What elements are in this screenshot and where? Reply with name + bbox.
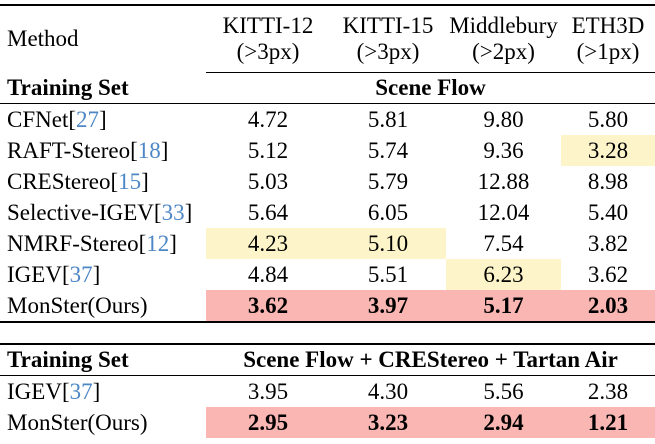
metric-cell: 2.38 — [587, 378, 629, 404]
table-row: NMRF-Stereo[12] 4.23 5.10 7.54 3.82 — [0, 228, 655, 259]
metric-cell: 5.56 — [483, 378, 524, 404]
threshold-middlebury: (>2px) — [446, 39, 561, 73]
metric-cell: 3.97 — [330, 290, 446, 322]
method-name-text: IGEV — [7, 378, 62, 404]
metric-cell: 7.54 — [483, 230, 524, 256]
training-set-row: Training Set Scene Flow + CREStereo + Tar… — [0, 344, 655, 376]
metric-cell: 2.03 — [561, 290, 655, 322]
training-set-label: Training Set — [0, 72, 206, 104]
method-name: CFNet[27] — [7, 106, 107, 132]
method-name: IGEV[37] — [7, 261, 101, 287]
section-gap — [0, 321, 655, 345]
citation-link[interactable]: 37 — [69, 378, 93, 404]
metric-cell: 4.23 — [206, 228, 330, 259]
column-header-kitti12: KITTI-12 — [222, 13, 314, 38]
metric-cell: 3.95 — [247, 378, 289, 404]
metric-cell: 2.94 — [446, 407, 561, 438]
column-header-eth3d: ETH3D — [571, 13, 645, 38]
training-set-row: Training Set Scene Flow — [0, 72, 655, 104]
method-name: Selective-IGEV[33] — [7, 199, 193, 225]
metric-cell: 3.82 — [587, 230, 629, 256]
table-row: CFNet[27] 4.72 5.81 9.80 5.80 — [0, 104, 655, 136]
metric-cell: 6.05 — [367, 199, 409, 225]
section-gap-cell — [0, 321, 655, 345]
citation-link[interactable]: 37 — [69, 261, 93, 287]
table-body: Method KITTI-12 KITTI-15 Middlebury ETH3… — [0, 5, 655, 438]
method-name-text: Selective-IGEV — [7, 199, 154, 225]
column-header-row-1: Method KITTI-12 KITTI-15 Middlebury ETH3… — [0, 5, 655, 51]
threshold-kitti15: (>3px) — [330, 39, 446, 73]
method-name: MonSter(Ours) — [0, 407, 206, 438]
metric-cell: 5.79 — [367, 168, 409, 194]
table-row: RAFT-Stereo[18] 5.12 5.74 9.36 3.28 — [0, 135, 655, 166]
training-set-label: Training Set — [0, 344, 206, 376]
metric-cell: 1.21 — [561, 407, 655, 438]
column-header-row-2: (>3px) (>3px) (>2px) (>1px) — [0, 39, 655, 73]
metric-cell: 5.03 — [247, 168, 289, 194]
method-name-text: MonSter(Ours) — [7, 292, 148, 318]
metric-cell: 5.81 — [367, 106, 409, 132]
metric-cell: 5.17 — [446, 290, 561, 322]
metric-cell: 9.80 — [483, 106, 524, 132]
method-name: RAFT-Stereo[18] — [7, 137, 169, 163]
benchmark-results-table: Method KITTI-12 KITTI-15 Middlebury ETH3… — [0, 4, 655, 438]
metric-cell: 3.28 — [561, 135, 655, 166]
metric-cell: 8.98 — [587, 168, 629, 194]
method-name-text: NMRF-Stereo — [7, 230, 139, 256]
metric-cell: 5.51 — [367, 261, 409, 287]
table-row: IGEV[37] 3.95 4.30 5.56 2.38 — [0, 376, 655, 408]
citation-link[interactable]: 33 — [161, 199, 185, 225]
table-row: IGEV[37] 4.84 5.51 6.23 3.62 — [0, 259, 655, 290]
metric-cell: 3.62 — [587, 261, 629, 287]
method-name-text: RAFT-Stereo — [7, 137, 131, 163]
metric-cell: 2.95 — [206, 407, 330, 438]
method-name-text: CFNet — [7, 106, 69, 132]
method-name: MonSter(Ours) — [0, 290, 206, 322]
method-name: IGEV[37] — [7, 378, 101, 404]
metric-cell: 3.23 — [330, 407, 446, 438]
method-name-text: MonSter(Ours) — [7, 409, 148, 435]
table-row: CREStereo[15] 5.03 5.79 12.88 8.98 — [0, 166, 655, 197]
training-set-value: Scene Flow — [206, 72, 655, 104]
metric-cell: 4.30 — [367, 378, 409, 404]
table-row: MonSter(Ours) 2.95 3.23 2.94 1.21 — [0, 407, 655, 438]
column-header-kitti15: KITTI-15 — [342, 13, 434, 38]
metric-cell: 4.84 — [247, 261, 289, 287]
metric-cell: 5.80 — [587, 106, 629, 132]
metric-cell: 5.64 — [247, 199, 289, 225]
citation-link[interactable]: 12 — [146, 230, 170, 256]
method-name-text: IGEV — [7, 261, 62, 287]
metric-cell: 4.72 — [247, 106, 289, 132]
metric-cell: 5.74 — [367, 137, 409, 163]
column-header-middlebury: Middlebury — [449, 13, 558, 38]
citation-link[interactable]: 18 — [137, 137, 161, 163]
metric-cell: 5.10 — [330, 228, 446, 259]
method-column-header: Method — [7, 26, 79, 52]
threshold-kitti12: (>3px) — [206, 39, 330, 73]
metric-cell: 9.36 — [483, 137, 524, 163]
method-name: CREStereo[15] — [7, 168, 149, 194]
method-name: NMRF-Stereo[12] — [7, 230, 177, 256]
table-row: MonSter(Ours) 3.62 3.97 5.17 2.03 — [0, 290, 655, 322]
metric-cell: 5.12 — [247, 137, 289, 163]
metric-cell: 3.62 — [206, 290, 330, 322]
citation-link[interactable]: 15 — [118, 168, 142, 194]
method-name-text: CREStereo — [7, 168, 111, 194]
metric-cell: 5.40 — [587, 199, 629, 225]
metric-cell: 6.23 — [446, 259, 561, 290]
table-row: Selective-IGEV[33] 5.64 6.05 12.04 5.40 — [0, 197, 655, 228]
training-set-value: Scene Flow + CREStereo + Tartan Air — [206, 344, 655, 376]
metric-cell: 12.04 — [477, 199, 530, 225]
threshold-eth3d: (>1px) — [561, 39, 655, 73]
citation-link[interactable]: 27 — [76, 106, 100, 132]
metric-cell: 12.88 — [477, 168, 530, 194]
